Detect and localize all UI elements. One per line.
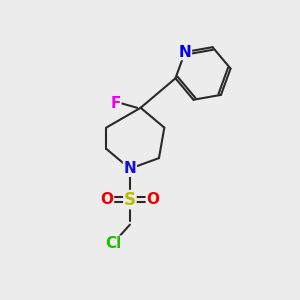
Text: O: O (146, 192, 159, 207)
Text: N: N (124, 161, 136, 176)
Text: Cl: Cl (106, 236, 122, 251)
Text: O: O (100, 192, 113, 207)
Text: N: N (178, 44, 191, 59)
Text: S: S (124, 190, 136, 208)
Text: F: F (110, 96, 121, 111)
